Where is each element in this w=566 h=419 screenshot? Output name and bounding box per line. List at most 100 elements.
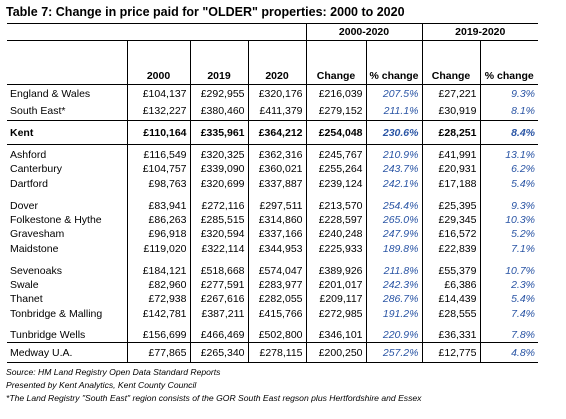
group-header-2000-2020: 2000-2020 [305, 23, 422, 41]
change-2019-2020: £17,188 [421, 175, 480, 192]
pct-change-2000-2020: 242.3% [365, 277, 422, 292]
table-row: Dover £83,941 £272,116 £297,511 £213,570 254.… [7, 191, 538, 213]
change-2019-2020: £16,572 [421, 226, 480, 242]
value-2000: £104,137 [126, 84, 190, 103]
pct-change-2019-2020: 10.7% [479, 256, 538, 278]
pct-change-2000-2020: 207.5% [365, 84, 422, 103]
value-2019: £380,460 [189, 102, 248, 121]
value-2020: £362,316 [247, 144, 306, 162]
pct-change-2019-2020: 8.4% [479, 120, 538, 145]
pct-change-2000-2020: 211.1% [365, 102, 422, 121]
change-2019-2020: £28,251 [421, 120, 480, 145]
pct-change-2019-2020: 5.2% [479, 226, 538, 242]
pct-change-2019-2020: 7.1% [479, 241, 538, 257]
value-2019: £265,340 [189, 342, 248, 363]
col-header-2019: 2019 [189, 40, 248, 85]
table-row: Swale £82,960 £277,591 £283,977 £201,017 242.… [7, 277, 538, 292]
table-row: England & Wales £104,137 £292,955 £320,176 £… [7, 84, 538, 103]
change-2019-2020: £12,775 [421, 342, 480, 363]
table-row: Folkestone & Hythe £86,263 £285,515 £314,86… [7, 212, 538, 227]
pct-change-2000-2020: 247.9% [365, 226, 422, 242]
change-2019-2020: £28,555 [421, 306, 480, 322]
pct-change-2019-2020: 2.3% [479, 277, 538, 292]
table-row: Ashford £116,549 £320,325 £362,316 £245,767 2… [7, 144, 538, 162]
value-2019: £322,114 [189, 241, 248, 257]
value-2000: £110,164 [126, 120, 190, 145]
value-2020: £297,511 [247, 191, 306, 213]
value-2019: £292,955 [189, 84, 248, 103]
column-header-row: 2000 2019 2020 Change % change Change % … [7, 40, 538, 85]
pct-change-2019-2020: 4.8% [479, 342, 538, 363]
value-2000: £156,699 [126, 321, 190, 343]
table-row: Tonbridge & Malling £142,781 £387,211 £415,… [7, 306, 538, 322]
pct-change-2019-2020: 6.2% [479, 161, 538, 176]
value-2019: £466,469 [189, 321, 248, 343]
change-2000-2020: £240,248 [305, 226, 366, 242]
value-2000: £184,121 [126, 256, 190, 278]
area-name: Tonbridge & Malling [10, 308, 103, 320]
table-row: Medway U.A. £77,865 £265,340 £278,115 £200,2… [7, 342, 538, 363]
value-2019: £387,211 [189, 306, 248, 322]
table-row: Thanet £72,938 £267,616 £282,055 £209,117 286… [7, 291, 538, 307]
area-name: Gravesham [10, 228, 65, 240]
area-name: England & Wales [10, 87, 91, 100]
col-header-pct-change-2019: % change [479, 40, 538, 85]
value-2020: £278,115 [247, 342, 306, 363]
value-2000: £83,941 [126, 191, 190, 213]
change-2019-2020: £30,919 [421, 102, 480, 121]
value-2020: £283,977 [247, 277, 306, 292]
value-2019: £335,961 [189, 120, 248, 145]
pct-change-2019-2020: 8.1% [479, 102, 538, 121]
pct-change-2000-2020: 191.2% [365, 306, 422, 322]
area-name: Kent [7, 120, 127, 145]
table-title: Table 7: Change in price paid for "OLDER… [6, 5, 405, 19]
change-2019-2020: £20,931 [421, 161, 480, 176]
value-2019: £320,594 [189, 226, 248, 242]
table-row: Gravesham £96,918 £320,594 £337,166 £240,248… [7, 226, 538, 242]
change-2019-2020: £22,839 [421, 241, 480, 257]
pct-change-2000-2020: 189.8% [365, 241, 422, 257]
area-name: Dartford [10, 177, 48, 190]
area-name: Medway U.A. [7, 342, 127, 363]
group-header-row: 2000-2020 2019-2020 [7, 23, 538, 41]
col-header-2020: 2020 [247, 40, 306, 85]
value-2020: £337,887 [247, 175, 306, 192]
pct-change-2000-2020: 242.1% [365, 175, 422, 192]
value-2019: £267,616 [189, 291, 248, 307]
pct-change-2019-2020: 5.4% [479, 175, 538, 192]
change-2019-2020: £6,386 [421, 277, 480, 292]
change-2000-2020: £200,250 [305, 342, 366, 363]
area-name: South East* [10, 105, 66, 118]
value-2020: £364,212 [247, 120, 306, 145]
value-2019: £339,090 [189, 161, 248, 176]
change-2019-2020: £25,395 [421, 191, 480, 213]
change-2000-2020: £279,152 [305, 102, 366, 121]
area-name: Thanet [10, 293, 43, 305]
change-2000-2020: £346,101 [305, 321, 366, 343]
pct-change-2000-2020: 265.0% [365, 212, 422, 227]
col-header-2000: 2000 [126, 40, 190, 85]
value-2020: £314,860 [247, 212, 306, 227]
table-row: Tunbridge Wells £156,699 £466,469 £502,800 £… [7, 321, 538, 343]
table-row: Dartford £98,763 £320,699 £337,887 £239,124 2… [7, 175, 538, 192]
change-2019-2020: £55,379 [421, 256, 480, 278]
table-notes: Source: HM Land Registry Open Data Stand… [6, 366, 421, 405]
value-2020: £337,166 [247, 226, 306, 242]
pct-change-2000-2020: 220.9% [365, 321, 422, 343]
pct-change-2000-2020: 257.2% [365, 342, 422, 363]
value-2000: £116,549 [126, 144, 190, 162]
table-row: Kent £110,164 £335,961 £364,212 £254,048 230.… [7, 120, 538, 145]
value-2020: £502,800 [247, 321, 306, 343]
area-name: Maidstone [10, 243, 59, 255]
value-2000: £96,918 [126, 226, 190, 242]
group-header-2019-2020: 2019-2020 [421, 23, 538, 41]
source-note: Source: HM Land Registry Open Data Stand… [6, 367, 221, 377]
pct-change-2019-2020: 7.4% [479, 306, 538, 322]
area-name: Sevenoaks [10, 264, 62, 277]
area-name: Tunbridge Wells [7, 321, 127, 343]
change-2019-2020: £36,331 [421, 321, 480, 343]
change-2000-2020: £245,767 [305, 144, 366, 162]
change-2000-2020: £272,985 [305, 306, 366, 322]
value-2019: £272,116 [189, 191, 248, 213]
